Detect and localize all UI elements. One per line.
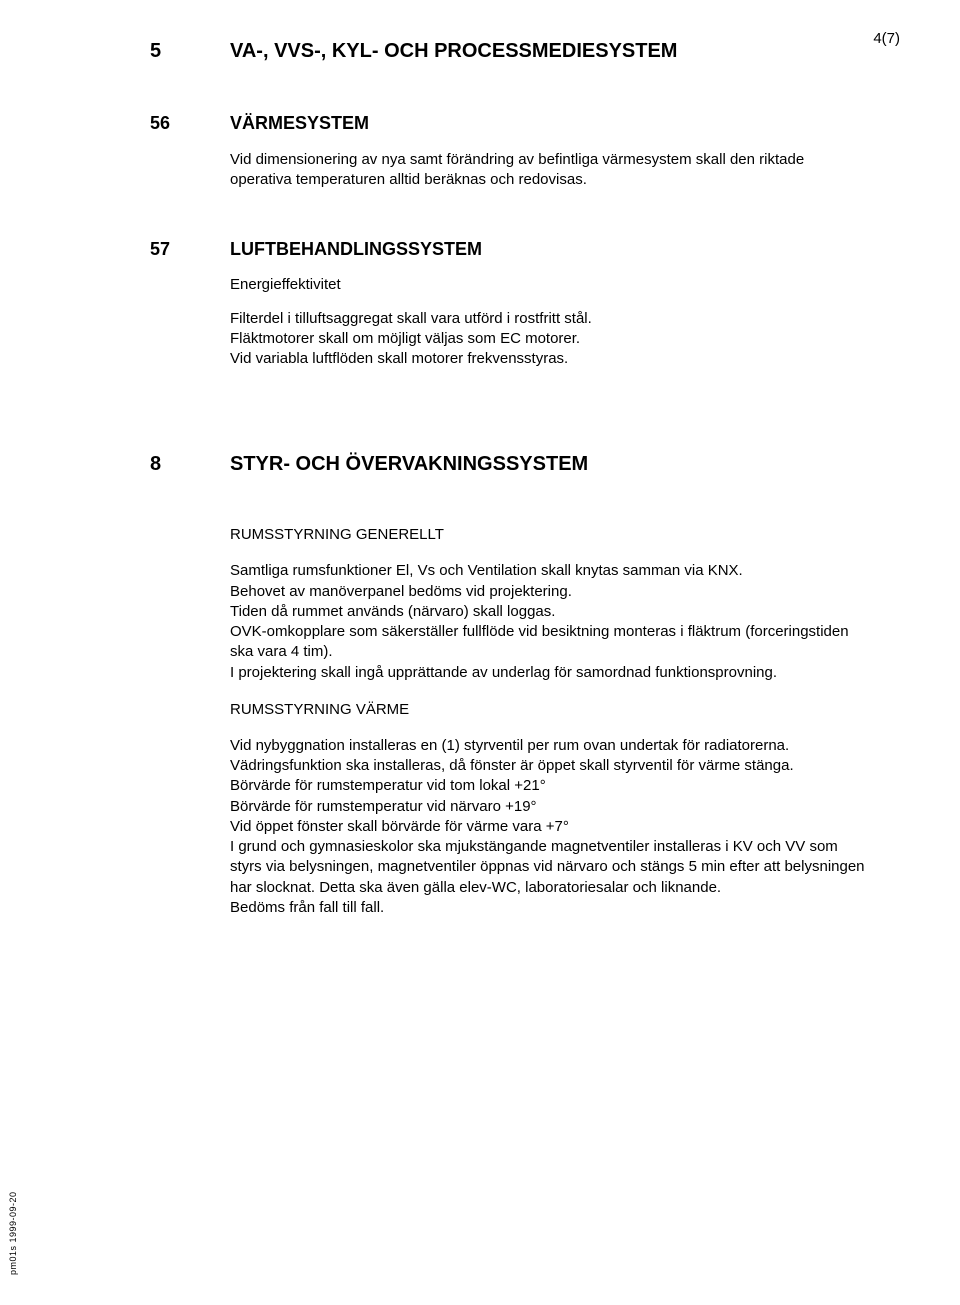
section-57-p2: Fläktmotorer skall om möjligt väljas som…: [230, 329, 870, 349]
rs-g3: Tiden då rummet används (närvaro) skall …: [230, 602, 870, 622]
section-56-title: VÄRMESYSTEM: [230, 113, 870, 134]
section-8-title: STYR- OCH ÖVERVAKNINGSSYSTEM: [230, 453, 870, 476]
section-57: 57 LUFTBEHANDLINGSSYSTEM Energieffektivi…: [150, 239, 870, 388]
rs-v7: Bedöms från fall till fall.: [230, 898, 870, 918]
rs-generellt-head: RUMSSTYRNING GENERELLT: [230, 526, 870, 543]
page-number: 4(7): [873, 30, 900, 47]
rs-varme-head: RUMSSTYRNING VÄRME: [230, 701, 870, 718]
section-57-number: 57: [150, 239, 230, 388]
rs-g1: Samtliga rumsfunktioner El, Vs och Venti…: [230, 561, 870, 581]
section-57-p3: Vid variabla luftflöden skall motorer fr…: [230, 349, 870, 369]
section-57-p1: Filterdel i tilluftsaggregat skall vara …: [230, 309, 870, 329]
section-5-title: VA-, VVS-, KYL- OCH PROCESSMEDIESYSTEM: [230, 40, 870, 63]
section-56: 56 VÄRMESYSTEM Vid dimensionering av nya…: [150, 113, 870, 209]
rs-g4: OVK-omkopplare som säkerställer fullflöd…: [230, 622, 870, 663]
section-57-title: LUFTBEHANDLINGSSYSTEM: [230, 239, 870, 260]
rs-v6: I grund och gymnasieskolor ska mjukstäng…: [230, 837, 870, 898]
rs-g5: I projektering skall ingå upprättande av…: [230, 663, 870, 683]
section-56-number: 56: [150, 113, 230, 209]
rs-v3: Börvärde för rumstemperatur vid tom loka…: [230, 776, 870, 796]
side-text: pm01s 1999-09-20: [8, 1191, 18, 1275]
rs-g2: Behovet av manöverpanel bedöms vid proje…: [230, 582, 870, 602]
rs-v2: Vädringsfunktion ska installeras, då fön…: [230, 756, 870, 776]
section-8: 8 STYR- OCH ÖVERVAKNINGSSYSTEM: [150, 453, 870, 496]
rs-v4: Börvärde för rumstemperatur vid närvaro …: [230, 797, 870, 817]
rs-v5: Vid öppet fönster skall börvärde för vär…: [230, 817, 870, 837]
section-8-body: RUMSSTYRNING GENERELLT Samtliga rumsfunk…: [230, 526, 870, 918]
rs-v1: Vid nybyggnation installeras en (1) styr…: [230, 736, 870, 756]
section-5: 5 VA-, VVS-, KYL- OCH PROCESSMEDIESYSTEM: [150, 40, 870, 83]
section-8-number: 8: [150, 453, 230, 496]
section-56-p1: Vid dimensionering av nya samt förändrin…: [230, 150, 870, 191]
section-57-sub: Energieffektivitet: [230, 276, 870, 293]
section-5-number: 5: [150, 40, 230, 83]
